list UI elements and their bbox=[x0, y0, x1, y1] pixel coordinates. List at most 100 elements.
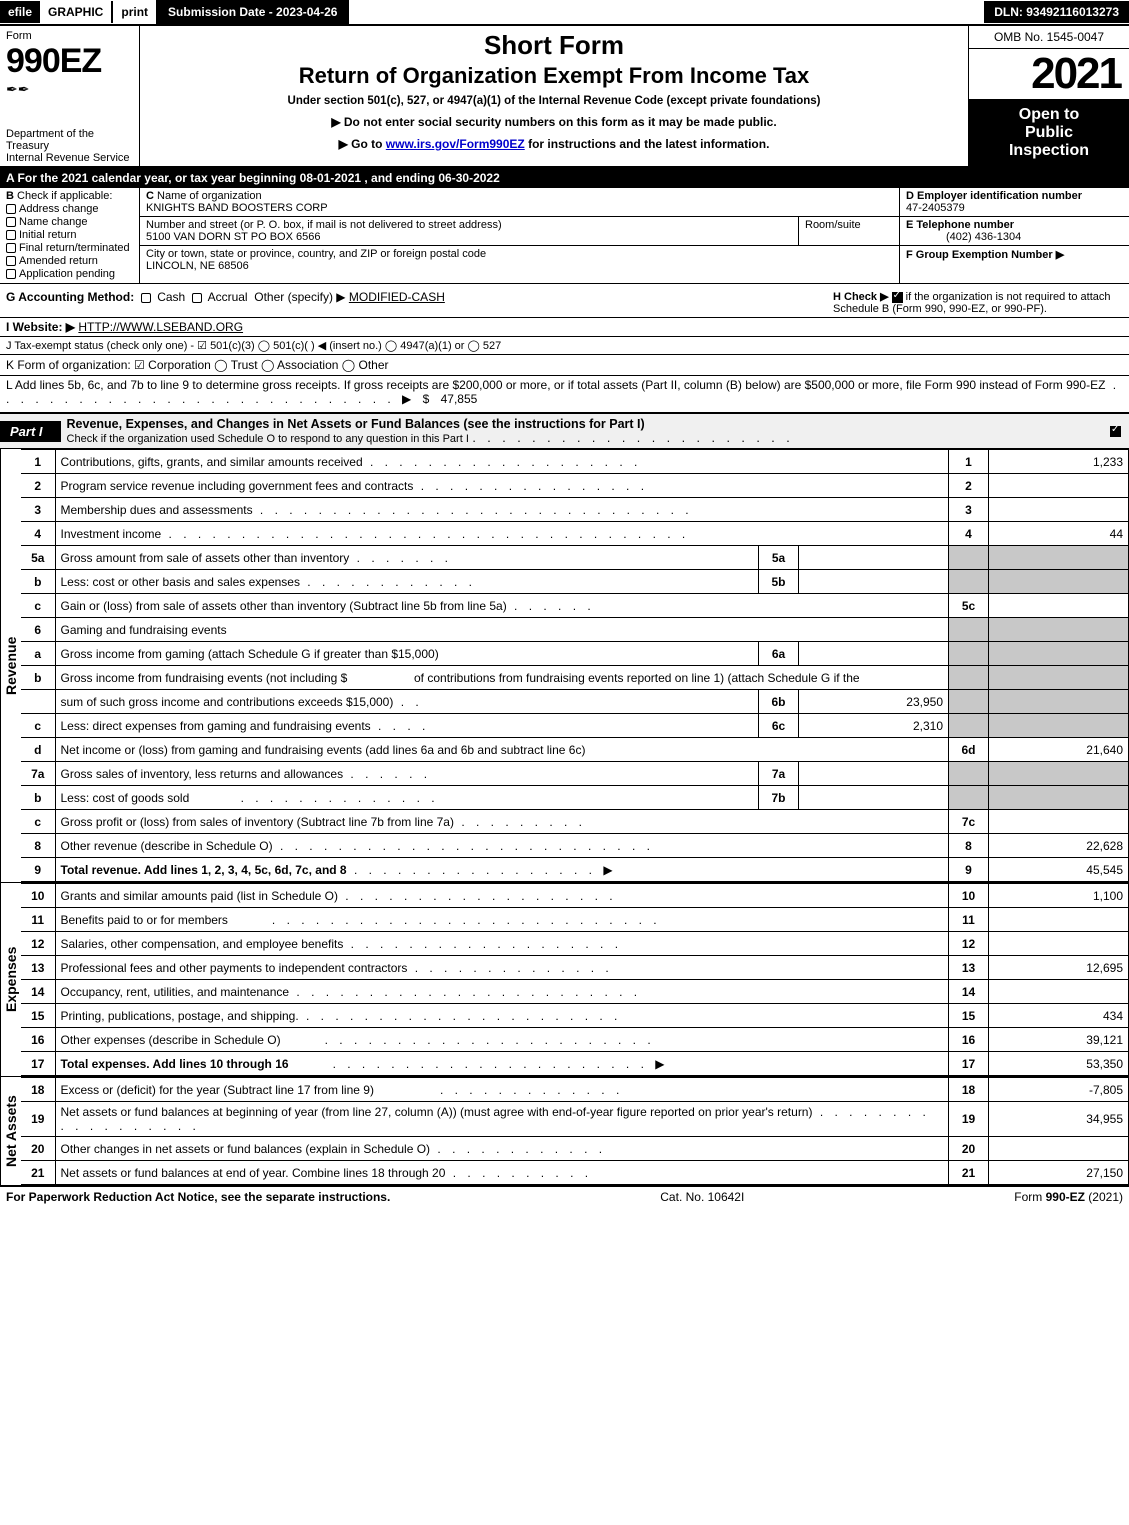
revenue-table: 1Contributions, gifts, grants, and simil… bbox=[21, 449, 1129, 882]
cb-accrual[interactable] bbox=[192, 293, 202, 303]
org-name-box: C Name of organization KNIGHTS BAND BOOS… bbox=[140, 188, 899, 217]
city-value: LINCOLN, NE 68506 bbox=[146, 260, 249, 272]
f-label: F Group Exemption Number ▶ bbox=[906, 249, 1064, 261]
line-14: 14Occupancy, rent, utilities, and mainte… bbox=[21, 980, 1129, 1004]
header-center: Short Form Return of Organization Exempt… bbox=[140, 26, 969, 166]
short-form-title: Short Form bbox=[148, 30, 960, 61]
part-i-schedule-o-check[interactable] bbox=[1110, 424, 1129, 438]
line-6c: cLess: direct expenses from gaming and f… bbox=[21, 714, 1129, 738]
instructions-link-row: ▶ Go to www.irs.gov/Form990EZ for instru… bbox=[148, 137, 960, 151]
cb-final-return[interactable]: Final return/terminated bbox=[6, 242, 133, 254]
line-13: 13Professional fees and other payments t… bbox=[21, 956, 1129, 980]
header-left: Form 990EZ ✒✒ Department of the Treasury… bbox=[0, 26, 140, 166]
line-8: 8Other revenue (describe in Schedule O) … bbox=[21, 834, 1129, 858]
ssn-notice: ▶ Do not enter social security numbers o… bbox=[148, 115, 960, 129]
part-i-header: Part I Revenue, Expenses, and Changes in… bbox=[0, 414, 1129, 449]
street-row: Number and street (or P. O. box, if mail… bbox=[140, 217, 899, 246]
line-2: 2Program service revenue including gover… bbox=[21, 474, 1129, 498]
dln-label: DLN: 93492116013273 bbox=[984, 1, 1129, 23]
net-assets-section: Net Assets 18Excess or (deficit) for the… bbox=[0, 1077, 1129, 1187]
line-1: 1Contributions, gifts, grants, and simil… bbox=[21, 450, 1129, 474]
line-7b: bLess: cost of goods sold . . . . . . . … bbox=[21, 786, 1129, 810]
l-text: L Add lines 5b, 6c, and 7b to line 9 to … bbox=[6, 378, 1105, 392]
form-word: Form bbox=[6, 30, 133, 42]
part-i-sub: Check if the organization used Schedule … bbox=[67, 433, 469, 445]
line-5a: 5aGross amount from sale of assets other… bbox=[21, 546, 1129, 570]
row-l-gross-receipts: L Add lines 5b, 6c, and 7b to line 9 to … bbox=[0, 376, 1129, 414]
net-assets-side-label: Net Assets bbox=[0, 1077, 21, 1185]
h-pre: H Check ▶ bbox=[833, 291, 892, 303]
revenue-section: Revenue 1Contributions, gifts, grants, a… bbox=[0, 449, 1129, 883]
efile-label: efile bbox=[0, 1, 40, 23]
phone-value: (402) 436-1304 bbox=[906, 231, 1021, 243]
cb-application-pending[interactable]: Application pending bbox=[6, 268, 133, 280]
line-6b-1: bGross income from fundraising events (n… bbox=[21, 666, 1129, 690]
line-16: 16Other expenses (describe in Schedule O… bbox=[21, 1028, 1129, 1052]
ein-box: D Employer identification number 47-2405… bbox=[900, 188, 1129, 217]
catalog-number: Cat. No. 10642I bbox=[660, 1190, 744, 1204]
graphic-label: GRAPHIC bbox=[40, 1, 113, 23]
line-9: 9Total revenue. Add lines 1, 2, 3, 4, 5c… bbox=[21, 858, 1129, 882]
goto-post: for instructions and the latest informat… bbox=[525, 137, 770, 151]
g-label: G Accounting Method: bbox=[6, 290, 134, 304]
cb-amended-return[interactable]: Amended return bbox=[6, 255, 133, 267]
line-10: 10Grants and similar amounts paid (list … bbox=[21, 884, 1129, 908]
open-to-public: Open to Public Inspection bbox=[969, 100, 1129, 166]
line-12: 12Salaries, other compensation, and empl… bbox=[21, 932, 1129, 956]
leaf-icon: ✒✒ bbox=[6, 81, 133, 98]
part-i-title: Revenue, Expenses, and Changes in Net As… bbox=[61, 414, 1110, 448]
irs-link[interactable]: www.irs.gov/Form990EZ bbox=[386, 137, 525, 151]
form-990ez-page: efile GRAPHIC print Submission Date - 20… bbox=[0, 0, 1129, 1207]
street-label: Number and street (or P. O. box, if mail… bbox=[146, 219, 502, 231]
row-k-form-org: K Form of organization: ☑ Corporation ◯ … bbox=[0, 355, 1129, 376]
city-box: City or town, state or province, country… bbox=[140, 246, 899, 274]
line-4: 4Investment income . . . . . . . . . . .… bbox=[21, 522, 1129, 546]
phone-box: E Telephone number (402) 436-1304 bbox=[900, 217, 1129, 246]
c-label: C bbox=[146, 190, 154, 202]
form-subtitle: Under section 501(c), 527, or 4947(a)(1)… bbox=[148, 95, 960, 107]
submission-date: Submission Date - 2023-04-26 bbox=[156, 0, 349, 25]
form-ref: Form 990-EZ (2021) bbox=[1014, 1190, 1123, 1204]
open3: Inspection bbox=[973, 142, 1125, 160]
room-box: Room/suite bbox=[799, 217, 899, 245]
website-value[interactable]: HTTP://WWW.LSEBAND.ORG bbox=[78, 320, 243, 334]
cb-address-change[interactable]: Address change bbox=[6, 203, 133, 215]
line-15: 15Printing, publications, postage, and s… bbox=[21, 1004, 1129, 1028]
cb-name-change[interactable]: Name change bbox=[6, 216, 133, 228]
accounting-method: G Accounting Method: Cash Accrual Other … bbox=[6, 290, 823, 315]
open2: Public bbox=[973, 124, 1125, 142]
accounting-other-value: MODIFIED-CASH bbox=[349, 290, 445, 304]
cb-cash[interactable] bbox=[141, 293, 151, 303]
column-b-checkboxes: B Check if applicable: Address change Na… bbox=[0, 188, 140, 283]
expenses-table: 10Grants and similar amounts paid (list … bbox=[21, 883, 1129, 1076]
top-bar: efile GRAPHIC print Submission Date - 20… bbox=[0, 0, 1129, 26]
line-11: 11Benefits paid to or for members . . . … bbox=[21, 908, 1129, 932]
net-assets-table: 18Excess or (deficit) for the year (Subt… bbox=[21, 1077, 1129, 1185]
part-i-label: Part I bbox=[0, 421, 61, 442]
form-title: Return of Organization Exempt From Incom… bbox=[148, 63, 960, 89]
row-g-h: G Accounting Method: Cash Accrual Other … bbox=[0, 284, 1129, 318]
line-17: 17Total expenses. Add lines 10 through 1… bbox=[21, 1052, 1129, 1076]
header-right: OMB No. 1545-0047 2021 Open to Public In… bbox=[969, 26, 1129, 166]
i-label: I Website: ▶ bbox=[6, 320, 75, 334]
expenses-section: Expenses 10Grants and similar amounts pa… bbox=[0, 883, 1129, 1077]
cb-initial-return[interactable]: Initial return bbox=[6, 229, 133, 241]
print-link[interactable]: print bbox=[113, 1, 156, 23]
open1: Open to bbox=[973, 106, 1125, 124]
ein-value: 47-2405379 bbox=[906, 202, 965, 214]
row-i-website: I Website: ▶ HTTP://WWW.LSEBAND.ORG bbox=[0, 318, 1129, 337]
department-label: Department of the Treasury Internal Reve… bbox=[6, 128, 133, 164]
l-amount: 47,855 bbox=[441, 392, 478, 406]
goto-pre: ▶ Go to bbox=[339, 137, 386, 151]
e-label: E Telephone number bbox=[906, 219, 1014, 231]
column-d-e-f: D Employer identification number 47-2405… bbox=[899, 188, 1129, 283]
line-21: 21Net assets or fund balances at end of … bbox=[21, 1161, 1129, 1185]
line-6a: aGross income from gaming (attach Schedu… bbox=[21, 642, 1129, 666]
omb-number: OMB No. 1545-0047 bbox=[969, 26, 1129, 49]
cb-schedule-b-not-required[interactable] bbox=[892, 292, 903, 303]
line-7c: cGross profit or (loss) from sales of in… bbox=[21, 810, 1129, 834]
group-exemption-box: F Group Exemption Number ▶ bbox=[900, 246, 1129, 263]
line-19: 19Net assets or fund balances at beginni… bbox=[21, 1102, 1129, 1137]
section-b-c-d-e-f: B Check if applicable: Address change Na… bbox=[0, 188, 1129, 284]
line-20: 20Other changes in net assets or fund ba… bbox=[21, 1137, 1129, 1161]
